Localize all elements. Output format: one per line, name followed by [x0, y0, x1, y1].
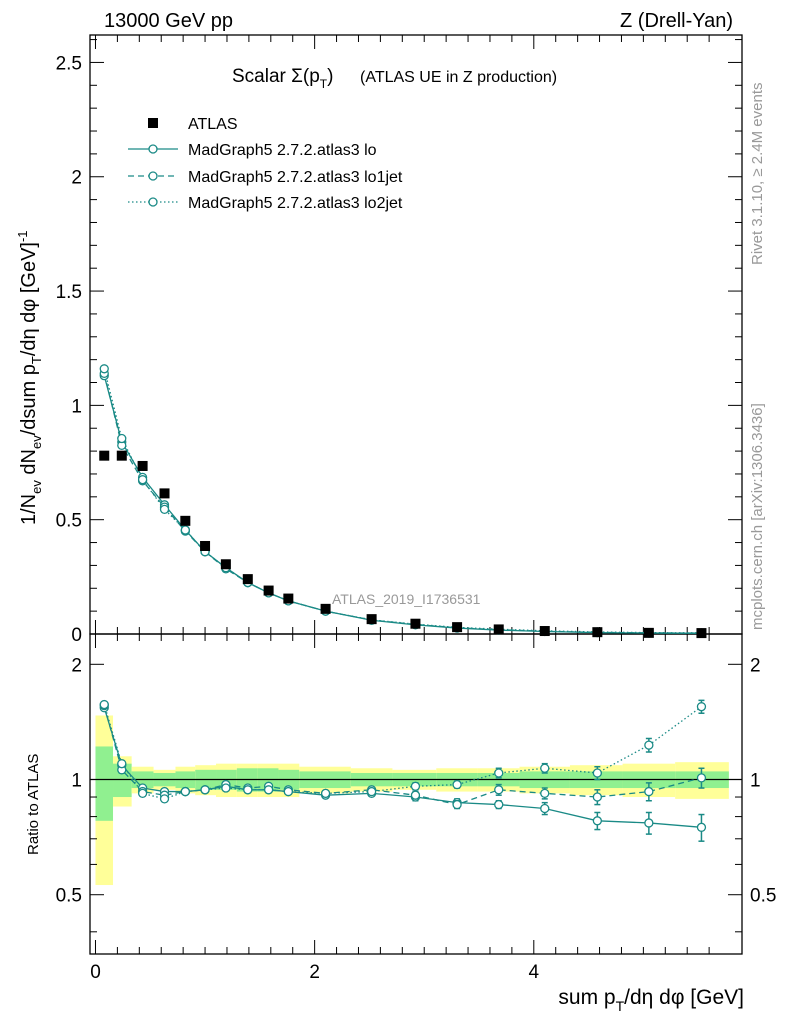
ratio-point-3	[453, 781, 461, 789]
x-tick-label: 4	[529, 962, 540, 983]
source-label: mcplots.cern.ch [arXiv:1306.3436]	[749, 403, 766, 630]
ratio-y-tick-label-left: 2	[71, 655, 82, 676]
ratio-y-tick-label-left: 0.5	[56, 886, 82, 907]
ratio-point-1	[541, 804, 549, 812]
ratio-point-1	[593, 817, 601, 825]
main-y-tick-label: 2	[71, 168, 82, 189]
energy-label: 13000 GeV pp	[104, 10, 233, 32]
ratio-point-2	[593, 793, 601, 801]
legend-label-lo: MadGraph5 2.7.2.atlas3 lo	[188, 142, 377, 159]
ratio-point-2	[645, 788, 653, 796]
ratio-point-3	[645, 741, 653, 749]
legend-label-atlas: ATLAS	[188, 116, 238, 133]
atlas-data-point	[283, 594, 293, 604]
ratio-point-3	[411, 782, 419, 790]
mc-point-3	[161, 505, 169, 513]
plot-title: Scalar Σ(pT)	[232, 66, 333, 91]
atlas-data-point	[117, 451, 127, 461]
main-y-tick-label: 1.5	[56, 282, 82, 303]
plot-title-close: )	[327, 66, 333, 87]
process-label: Z (Drell-Yan)	[620, 10, 733, 32]
ratio-point-3	[593, 769, 601, 777]
ratio-y-tick-label-left: 1	[71, 771, 82, 792]
mc-point-3	[139, 476, 147, 484]
ratio-point-3	[118, 760, 126, 768]
mc-point-3	[181, 526, 189, 534]
ratio-point-3	[161, 795, 169, 803]
atlas-data-point	[138, 461, 148, 471]
rivet-label: Rivet 3.1.10, ≥ 2.4M events	[749, 83, 766, 266]
plot-title-extra: (ATLAS UE in Z production)	[360, 69, 557, 86]
ratio-point-2	[697, 774, 705, 782]
ratio-point-2	[453, 801, 461, 809]
ratio-y-tick-label-right: 0.5	[750, 886, 776, 907]
atlas-data-point	[696, 628, 706, 638]
atlas-data-point	[99, 451, 109, 461]
ratio-point-3	[265, 786, 273, 794]
ratio-point-3	[222, 784, 230, 792]
x-axis-label-post: /dη dφ [GeV]	[624, 986, 744, 1009]
atlas-data-point	[200, 541, 210, 551]
main-y-tick-label: 0	[71, 625, 82, 646]
ratio-point-3	[244, 786, 252, 794]
ratio-point-3	[322, 789, 330, 797]
analysis-watermark: ATLAS_2019_I1736531	[332, 591, 481, 607]
ratio-y-tick-label-right: 1	[750, 771, 761, 792]
ratio-point-3	[139, 789, 147, 797]
atlas-data-point	[367, 614, 377, 624]
atlas-data-point	[540, 626, 550, 636]
atlas-data-point	[243, 574, 253, 584]
ratio-point-2	[541, 789, 549, 797]
mc-point-3	[100, 365, 108, 373]
atlas-data-point	[644, 628, 654, 638]
x-tick-label: 0	[90, 962, 101, 983]
atlas-data-point	[264, 586, 274, 596]
legend-label-lo1jet: MadGraph5 2.7.2.atlas3 lo1jet	[188, 169, 403, 186]
ratio-point-3	[284, 788, 292, 796]
legend-marker-atlas	[148, 118, 158, 128]
ratio-point-1	[495, 801, 503, 809]
main-y-tick-label: 0.5	[56, 511, 82, 532]
ratio-point-3	[697, 703, 705, 711]
ratio-y-axis-label: Ratio to ATLAS	[25, 754, 42, 855]
plot-title-main: Scalar Σ(p	[232, 66, 320, 87]
mc-point-3	[118, 435, 126, 443]
ratio-point-3	[181, 788, 189, 796]
x-tick-label: 2	[309, 962, 320, 983]
atlas-data-point	[452, 622, 462, 632]
legend-marker-lo1jet	[149, 172, 157, 180]
main-y-tick-label: 1	[71, 396, 82, 417]
ratio-point-1	[645, 819, 653, 827]
ratio-point-1	[697, 823, 705, 831]
legend: ATLAS MadGraph5 2.7.2.atlas3 lo MadGraph…	[128, 116, 403, 212]
ratio-point-3	[495, 769, 503, 777]
legend-marker-lo	[149, 145, 157, 153]
ratio-point-3	[100, 701, 108, 709]
x-axis-label: sum pT/dη dφ [GeV]	[558, 986, 744, 1014]
atlas-data-point	[592, 627, 602, 637]
main-y-axis-label: 1/Nev dNev/dsum pT/dη dφ [GeV]-1	[15, 230, 44, 525]
ratio-point-2	[411, 791, 419, 799]
chart: 0 2 4 0 0.5 1 1.5 2 2.5 0.5 0.5 1 1 2 2 13000 GeV pp Z…	[0, 0, 786, 1024]
atlas-data-point	[160, 488, 170, 498]
band-inner	[95, 746, 113, 820]
atlas-data-point	[180, 516, 190, 526]
x-axis-label-pre: sum p	[558, 986, 615, 1009]
atlas-data-point	[321, 604, 331, 614]
legend-marker-lo2jet	[149, 198, 157, 206]
ratio-point-3	[541, 764, 549, 772]
legend-label-lo2jet: MadGraph5 2.7.2.atlas3 lo2jet	[188, 195, 403, 212]
axis-tick-labels: 0 2 4 0 0.5 1 1.5 2 2.5 0.5 0.5 1 1 2 2	[56, 53, 777, 983]
atlas-data-point	[221, 559, 231, 569]
ratio-point-3	[368, 788, 376, 796]
ratio-point-3	[201, 786, 209, 794]
ratio-y-tick-label-right: 2	[750, 655, 761, 676]
atlas-data-point	[494, 624, 504, 634]
atlas-data-point	[410, 619, 420, 629]
main-y-tick-label: 2.5	[56, 53, 82, 74]
ratio-point-2	[495, 786, 503, 794]
